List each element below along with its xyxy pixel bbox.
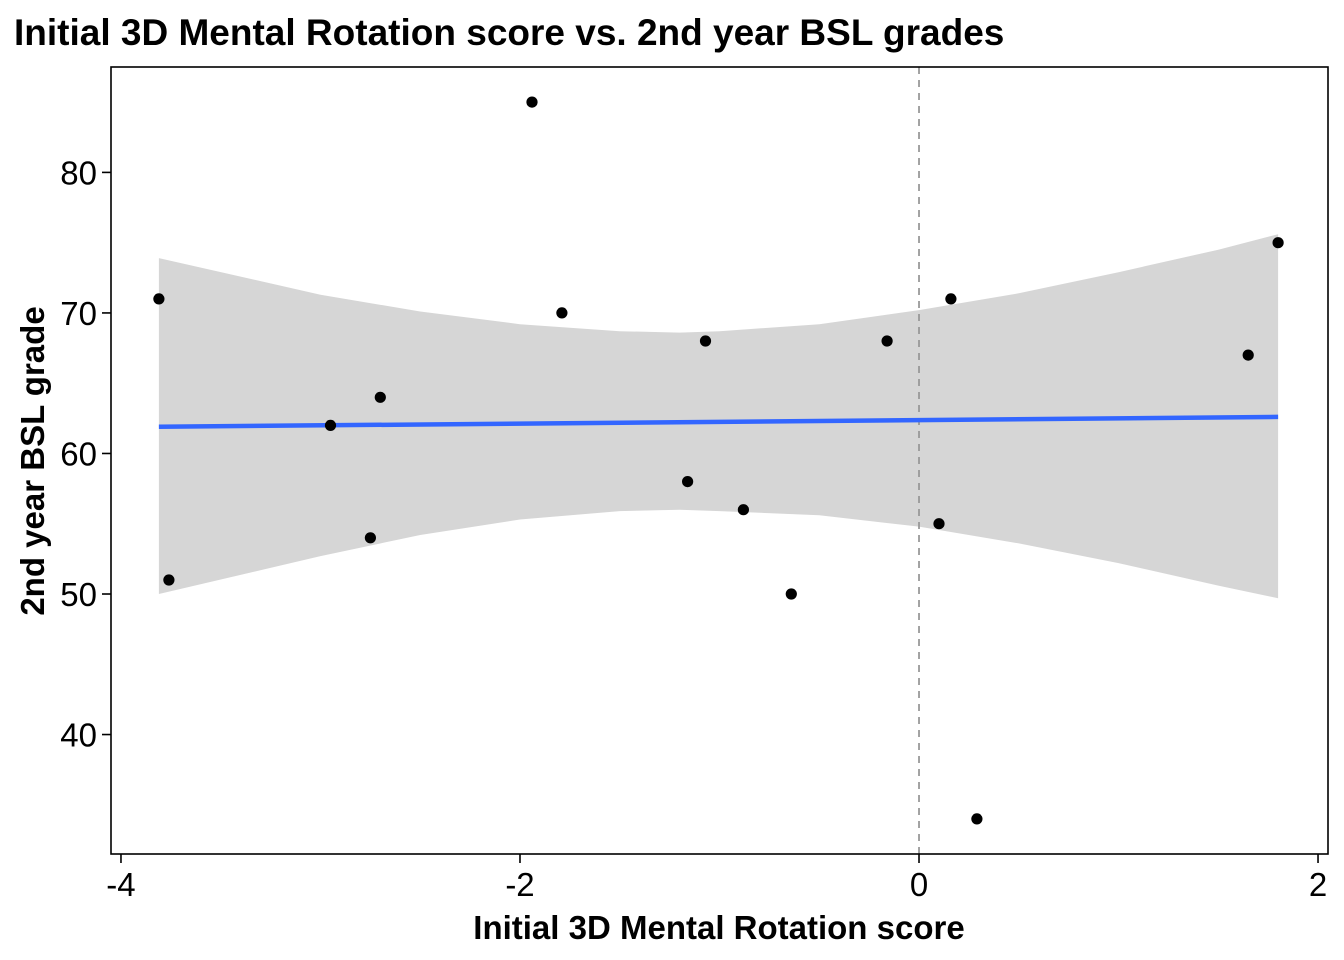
data-point-17: [1272, 237, 1284, 249]
x-tick-label--4: -4: [106, 866, 135, 903]
data-point-9: [699, 335, 712, 347]
chart-title: Initial 3D Mental Rotation score vs. 2nd…: [14, 12, 1004, 53]
data-point-10: [737, 504, 750, 516]
data-point-12: [881, 335, 893, 347]
points-layer: [153, 96, 1284, 825]
data-point-7: [556, 307, 568, 319]
y-tick-label-60: 60: [60, 435, 97, 472]
fit-line-layer: [158, 414, 1279, 430]
y-tick-label-40: 40: [60, 717, 97, 754]
data-point-14: [945, 293, 957, 305]
data-point-4: [364, 532, 376, 544]
y-tick-label-50: 50: [60, 576, 97, 613]
data-point-5: [374, 391, 386, 403]
regression-line: [158, 414, 1279, 430]
data-point-1: [153, 293, 165, 305]
data-point-15: [971, 813, 983, 825]
data-point-11: [785, 588, 797, 600]
y-tick-label-70: 70: [60, 295, 97, 332]
plot-panel-border: [110, 66, 1329, 855]
x-axis: -4 -2 0 2: [106, 854, 1327, 903]
confidence-band-layer: [158, 234, 1279, 599]
data-point-8: [682, 476, 694, 488]
data-point-2: [163, 574, 175, 586]
data-point-16: [1242, 349, 1254, 361]
confidence-band: [158, 234, 1279, 599]
data-point-13: [933, 518, 945, 530]
y-tick-label-80: 80: [60, 154, 97, 191]
x-tick-label-2: 2: [1309, 866, 1327, 903]
x-axis-title: Initial 3D Mental Rotation score: [473, 909, 964, 946]
x-tick-label-0: 0: [910, 866, 928, 903]
x-tick-label--2: -2: [505, 866, 534, 903]
y-axis: 40 50 60 70 80: [60, 154, 111, 754]
data-point-3: [324, 419, 337, 431]
data-point-6: [526, 96, 538, 108]
y-axis-title: 2nd year BSL grade: [14, 306, 51, 615]
